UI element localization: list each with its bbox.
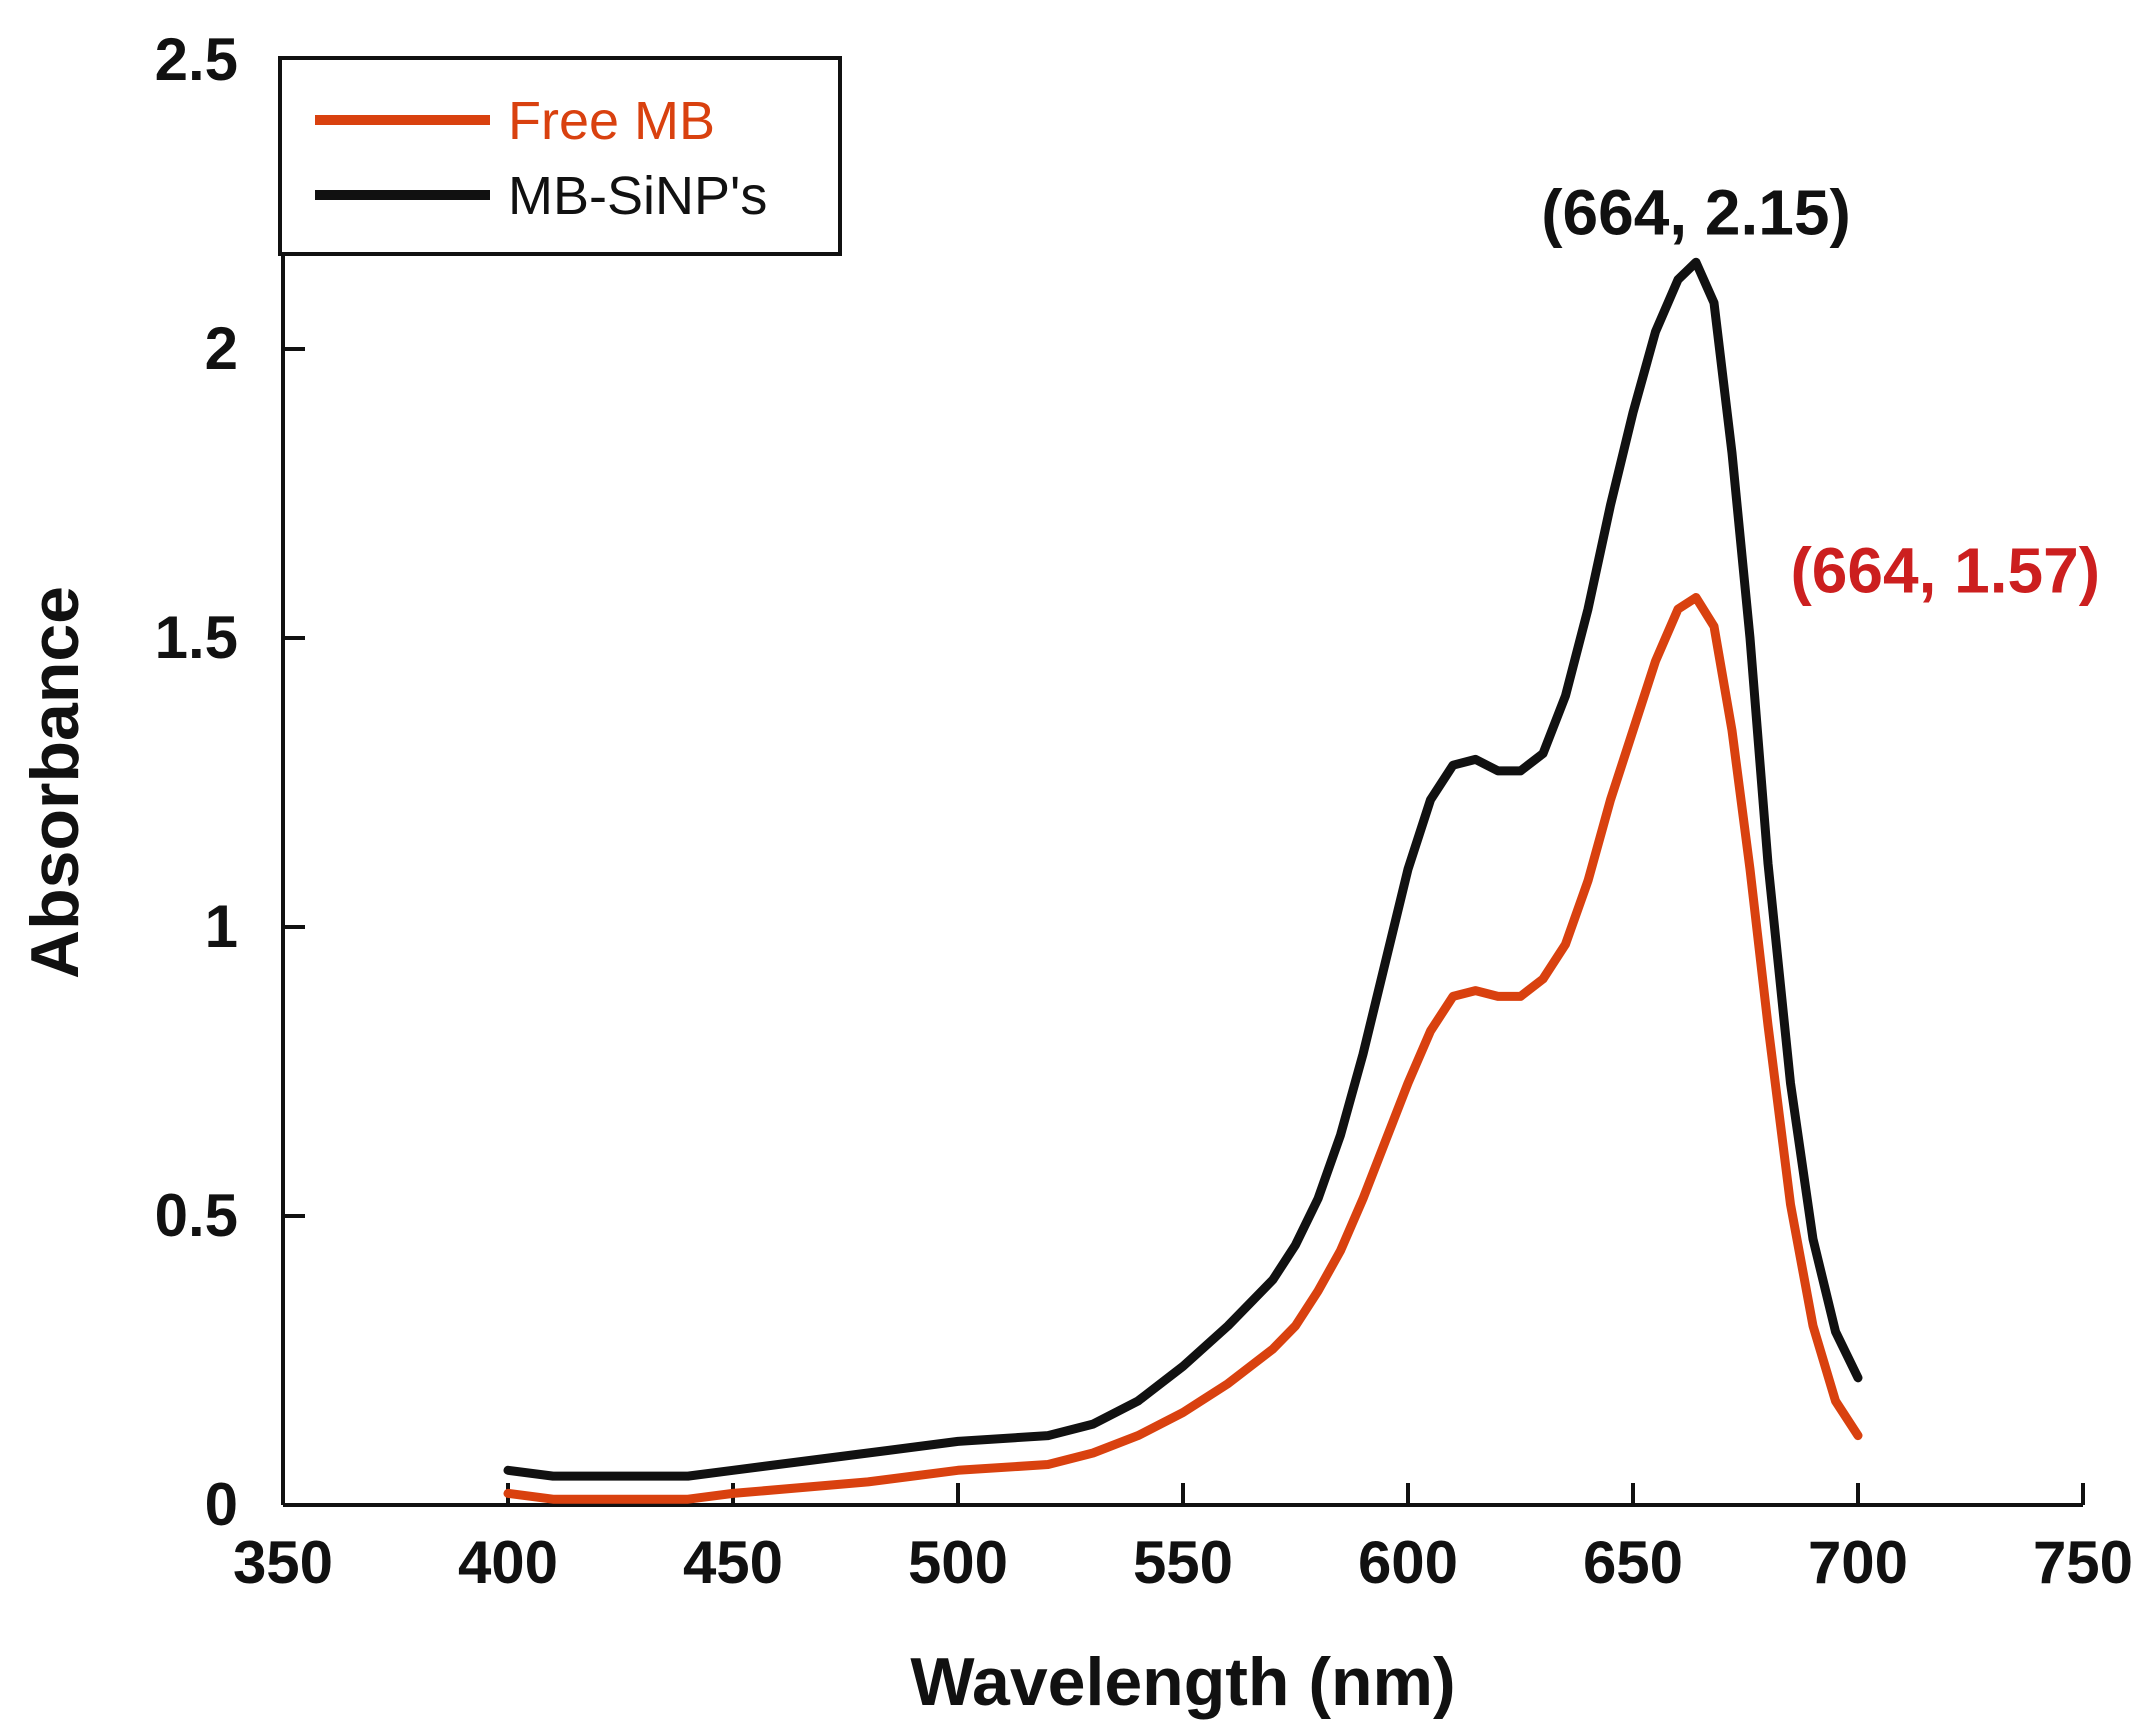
y-tick-label: 2 xyxy=(205,315,238,382)
x-tick-label: 400 xyxy=(458,1529,558,1596)
x-tick-label: 550 xyxy=(1133,1529,1233,1596)
legend-label: Free MB xyxy=(508,91,715,151)
peak-annotation: (664, 2.15) xyxy=(1541,176,1851,248)
legend-label: MB-SiNP's xyxy=(508,166,767,226)
x-tick-label: 650 xyxy=(1583,1529,1683,1596)
x-tick-label: 350 xyxy=(233,1529,333,1596)
y-axis-title: Absorbance xyxy=(17,586,93,979)
peak-annotation: (664, 1.57) xyxy=(1790,535,2100,607)
x-tick-label: 500 xyxy=(908,1529,1008,1596)
x-axis-title: Wavelength (nm) xyxy=(910,1644,1455,1720)
y-tick-label: 1 xyxy=(205,893,238,960)
legend-box xyxy=(278,56,842,256)
x-tick-label: 700 xyxy=(1808,1529,1908,1596)
x-tick-label: 750 xyxy=(2033,1529,2133,1596)
series-line-mb-sinp-s xyxy=(503,257,1863,1481)
x-tick-label: 600 xyxy=(1358,1529,1458,1596)
y-tick-label: 1.5 xyxy=(155,604,238,671)
y-tick-label: 2.5 xyxy=(155,26,238,93)
y-tick-label: 0 xyxy=(205,1471,238,1538)
series-line-free-mb xyxy=(503,593,1863,1504)
x-tick-label: 450 xyxy=(683,1529,783,1596)
y-tick-label: 0.5 xyxy=(155,1182,238,1249)
